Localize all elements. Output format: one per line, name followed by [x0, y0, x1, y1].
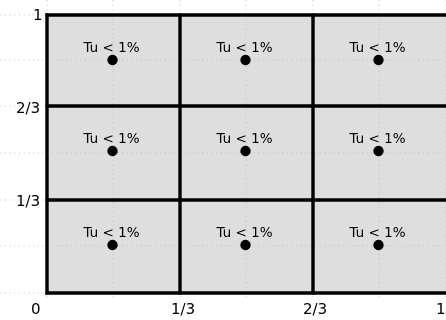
- cell-label: Tu < 1%: [215, 225, 272, 241]
- cell-label: Tu < 1%: [215, 40, 272, 56]
- cell-label: Tu < 1%: [82, 225, 139, 241]
- cell-label: Tu < 1%: [348, 131, 405, 147]
- grid-cell: Tu < 1%: [215, 131, 273, 157]
- grid-cell: Tu < 1%: [82, 131, 140, 157]
- grid-cell: Tu < 1%: [215, 40, 273, 66]
- y-tick-1-3: 1/3: [16, 192, 40, 210]
- grid-cell: Tu < 1%: [82, 225, 140, 251]
- cell-dot: [107, 239, 118, 251]
- cell-dot: [240, 239, 251, 251]
- cell-dot: [373, 145, 384, 157]
- grid-cell: Tu < 1%: [82, 40, 140, 66]
- cell-dot: [107, 145, 118, 157]
- x-tick-0: 0: [31, 300, 41, 318]
- y-tick-2-3: 2/3: [16, 99, 40, 117]
- grid-cell: Tu < 1%: [348, 131, 406, 157]
- y-tick-1: 1: [33, 6, 43, 24]
- cell-label: Tu < 1%: [215, 131, 272, 147]
- grid-cells: Tu < 1% Tu < 1% Tu < 1% Tu < 1% Tu < 1% Tu < …: [82, 40, 406, 251]
- grid-lines: [45, 13, 446, 295]
- grid-cell: Tu < 1%: [348, 225, 406, 251]
- x-tick-1: 1: [436, 300, 446, 318]
- cell-dot: [107, 54, 118, 66]
- y-axis: 1 2/3 1/3: [16, 6, 43, 210]
- cell-label: Tu < 1%: [348, 40, 405, 56]
- cell-label: Tu < 1%: [348, 225, 405, 241]
- cell-dot: [240, 145, 251, 157]
- grid-cell: Tu < 1%: [348, 40, 406, 66]
- cell-dot: [240, 54, 251, 66]
- cell-dot: [373, 54, 384, 66]
- x-tick-1-3: 1/3: [171, 300, 195, 318]
- cell-dot: [373, 239, 384, 251]
- x-axis: 0 1/3 2/3 1: [31, 300, 446, 318]
- cell-label: Tu < 1%: [82, 40, 139, 56]
- grid-cell: Tu < 1%: [215, 225, 273, 251]
- x-tick-2-3: 2/3: [303, 300, 327, 318]
- cell-label: Tu < 1%: [82, 131, 139, 147]
